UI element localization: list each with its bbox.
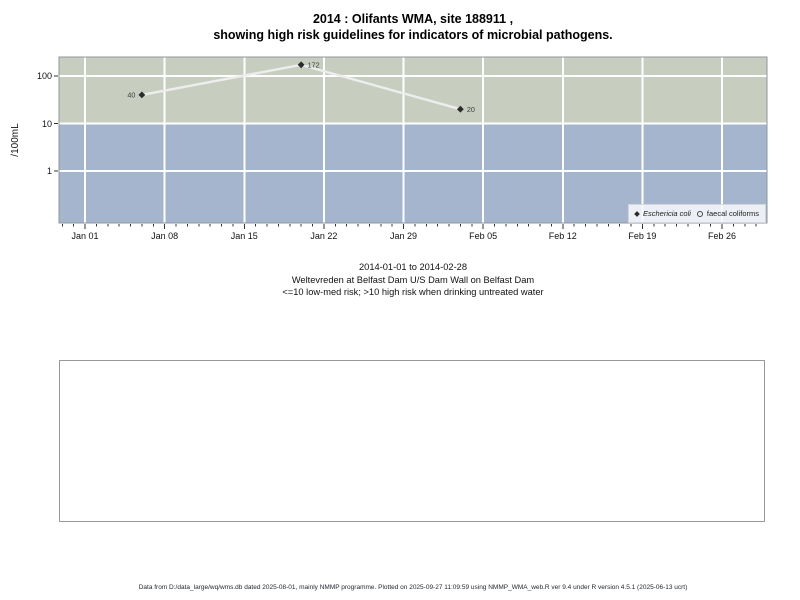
x-tick-label: Jan 15 bbox=[230, 231, 258, 241]
y-tick-label: 10 bbox=[41, 118, 52, 129]
x-tick-label: Feb 26 bbox=[707, 231, 737, 241]
legend-item-ecoli: Eschericia coli bbox=[634, 209, 691, 218]
chart-title-line1: 2014 : Olifants WMA, site 188911 , bbox=[312, 12, 514, 26]
x-tick-label: Feb 05 bbox=[469, 231, 498, 241]
empty-panel bbox=[59, 360, 765, 522]
caption-date-range: 2014-01-01 to 2014-02-28 bbox=[358, 262, 468, 272]
y-tick-label: 100 bbox=[36, 71, 52, 81]
data-point-label: 172 bbox=[308, 60, 320, 69]
chart-captions: 2014-01-01 to 2014-02-28 Weltevreden at … bbox=[59, 261, 767, 299]
filled-diamond-icon bbox=[634, 210, 640, 217]
legend-item-faecal-coliforms: faecal coliforms bbox=[696, 209, 760, 218]
data-point-label: 40 bbox=[127, 91, 135, 100]
legend: Eschericia coli faecal coliforms bbox=[628, 204, 766, 223]
high-risk-band bbox=[59, 57, 767, 124]
open-circle-icon bbox=[696, 210, 703, 217]
footer-provenance-text: Data from D:/data_large/wq/wms.db dated … bbox=[138, 584, 688, 591]
legend-label-ecoli: Eschericia coli bbox=[642, 209, 691, 218]
chart-title: 2014 : Olifants WMA, site 188911 , showi… bbox=[59, 11, 767, 43]
legend-label-faecal-coliforms: faecal coliforms bbox=[706, 209, 760, 218]
caption-risk-guideline: <=10 low-med risk; >10 high risk when dr… bbox=[282, 287, 544, 298]
chart-title-line2: showing high risk guidelines for indicat… bbox=[213, 28, 613, 42]
data-point-marker bbox=[138, 91, 146, 99]
data-point-label: 20 bbox=[467, 105, 475, 114]
data-point-marker bbox=[456, 105, 464, 113]
x-tick-label: Jan 29 bbox=[389, 231, 418, 241]
y-tick-label: 1 bbox=[46, 166, 52, 176]
x-tick-label: Feb 19 bbox=[628, 231, 657, 241]
caption-site-description: Weltevreden at Belfast Dam U/S Dam Wall … bbox=[291, 274, 535, 285]
x-tick-label: Jan 01 bbox=[71, 231, 99, 241]
x-tick-label: Jan 08 bbox=[151, 231, 179, 241]
chart-canvas: 40 172 20 bbox=[54, 56, 768, 229]
data-point-marker bbox=[297, 61, 305, 69]
plot-border bbox=[58, 56, 768, 224]
x-tick-label: Feb 12 bbox=[548, 231, 577, 241]
x-tick-label: Jan 22 bbox=[310, 231, 338, 241]
